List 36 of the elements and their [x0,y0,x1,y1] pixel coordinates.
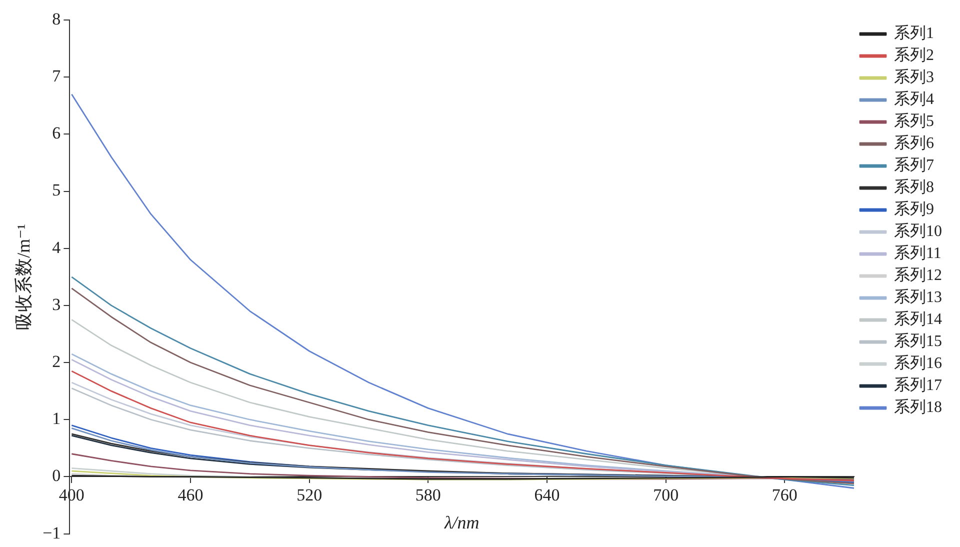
y-tick-label: 4 [52,238,62,257]
legend-label: 系列6 [894,134,934,152]
legend-label: 系列3 [894,68,934,86]
y-tick-label: 7 [52,66,62,86]
y-axis-title: 吸收系数/m⁻¹ [14,224,34,330]
y-tick-label: 5 [52,180,61,200]
legend-label: 系列16 [894,354,942,372]
x-tick-label: 700 [653,485,679,504]
y-tick-label: −1 [42,523,61,542]
legend-label: 系列18 [894,398,942,416]
y-tick-label: 0 [52,466,61,486]
y-tick-label: 8 [52,9,61,28]
y-tick-label: 2 [52,352,61,371]
legend-label: 系列17 [894,376,942,394]
legend-label: 系列12 [894,266,942,284]
legend-label: 系列5 [894,112,934,130]
x-tick-label: 580 [415,485,441,504]
legend-label: 系列9 [894,200,934,218]
legend-label: 系列11 [894,244,942,262]
legend-label: 系列8 [894,178,934,196]
legend-label: 系列4 [894,90,934,108]
x-tick-label: 520 [296,485,322,504]
legend-label: 系列13 [894,288,942,306]
y-tick-label: 3 [52,294,61,314]
x-tick-label: 760 [772,485,798,504]
x-tick-label: 460 [178,485,204,504]
x-axis-title: λ/nm [443,512,480,533]
legend-label: 系列15 [894,332,942,350]
legend-label: 系列14 [894,310,942,328]
y-tick-label: 1 [52,409,61,428]
legend-label: 系列2 [894,46,934,64]
y-tick-label: 6 [52,124,61,143]
legend-label: 系列7 [894,156,934,174]
x-tick-label: 640 [534,485,560,504]
legend-label: 系列1 [894,24,934,42]
legend-label: 系列10 [894,222,942,240]
